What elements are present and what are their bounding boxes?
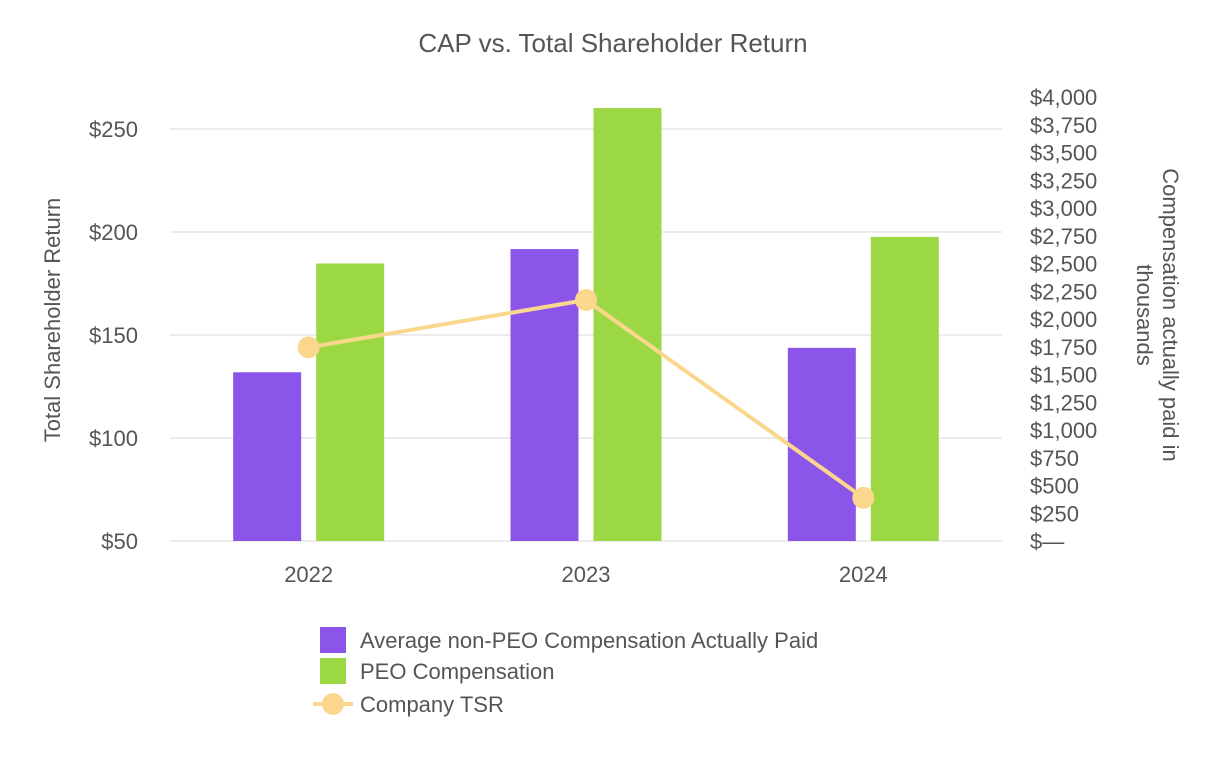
right-tick-label: $1,500 xyxy=(1030,363,1097,388)
tsr-point-2022 xyxy=(297,336,320,359)
legend: Average non-PEO Compensation Actually Pa… xyxy=(313,627,818,717)
left-axis-label: Total Shareholder Return xyxy=(40,198,65,443)
bar-peo-2022 xyxy=(316,263,385,541)
bar-non-peo-2024 xyxy=(787,347,856,541)
legend-label-non-peo: Average non-PEO Compensation Actually Pa… xyxy=(360,628,818,653)
x-tick-label: 2024 xyxy=(839,562,888,587)
left-tick-label: $100 xyxy=(89,426,138,451)
gridlines xyxy=(170,128,1002,542)
legend-label-peo: PEO Compensation xyxy=(360,659,554,684)
right-axis-label-line1: Compensation actually paid in xyxy=(1158,168,1183,462)
right-tick-label: $1,750 xyxy=(1030,335,1097,360)
bar-peo-2023 xyxy=(593,108,662,541)
right-axis-label-line2: thousands xyxy=(1132,264,1157,366)
chart-title: CAP vs. Total Shareholder Return xyxy=(418,28,807,58)
bar-peo-2024 xyxy=(870,236,939,542)
left-tick-label: $50 xyxy=(101,529,138,554)
legend-marker-tsr xyxy=(322,693,344,715)
x-axis-ticks: 2022 2023 2024 xyxy=(284,562,888,587)
left-tick-label: $150 xyxy=(89,323,138,348)
right-tick-label: $2,000 xyxy=(1030,307,1097,332)
right-tick-label: $2,750 xyxy=(1030,224,1097,249)
right-tick-label: $500 xyxy=(1030,474,1079,499)
right-tick-label: $3,250 xyxy=(1030,168,1097,193)
tsr-point-2023 xyxy=(575,288,597,311)
bars xyxy=(233,108,939,542)
right-tick-label: $3,500 xyxy=(1030,141,1097,166)
right-tick-label: $2,500 xyxy=(1030,252,1097,277)
left-tick-label: $250 xyxy=(89,117,138,142)
right-tick-label: $250 xyxy=(1030,501,1079,526)
bar-non-peo-2023 xyxy=(510,249,579,541)
left-tick-label: $200 xyxy=(89,220,138,245)
tsr-line-path xyxy=(308,297,865,500)
left-axis-ticks: $250 $200 $150 $100 $50 xyxy=(89,117,138,554)
right-tick-label: $2,250 xyxy=(1030,279,1097,304)
tsr-point-2024 xyxy=(852,486,875,509)
bar-non-peo-2022 xyxy=(233,372,302,541)
right-tick-label: $750 xyxy=(1030,446,1079,471)
right-tick-label: $1,000 xyxy=(1030,418,1097,443)
right-tick-label: $3,000 xyxy=(1030,196,1097,221)
right-tick-label: $1,250 xyxy=(1030,390,1097,415)
tsr-line xyxy=(297,288,875,509)
right-tick-label: $3,750 xyxy=(1030,113,1097,138)
right-axis-ticks: $4,000 $3,750 $3,500$3,250 $3,000 $2,750 $2,5… xyxy=(1030,85,1097,554)
legend-swatch-peo xyxy=(320,658,346,684)
right-tick-label: $4,000 xyxy=(1030,85,1097,110)
right-tick-label: $— xyxy=(1030,529,1064,554)
x-tick-label: 2022 xyxy=(284,562,333,587)
x-tick-label: 2023 xyxy=(562,562,611,587)
legend-label-tsr: Company TSR xyxy=(360,692,504,717)
legend-swatch-non-peo xyxy=(320,627,346,653)
